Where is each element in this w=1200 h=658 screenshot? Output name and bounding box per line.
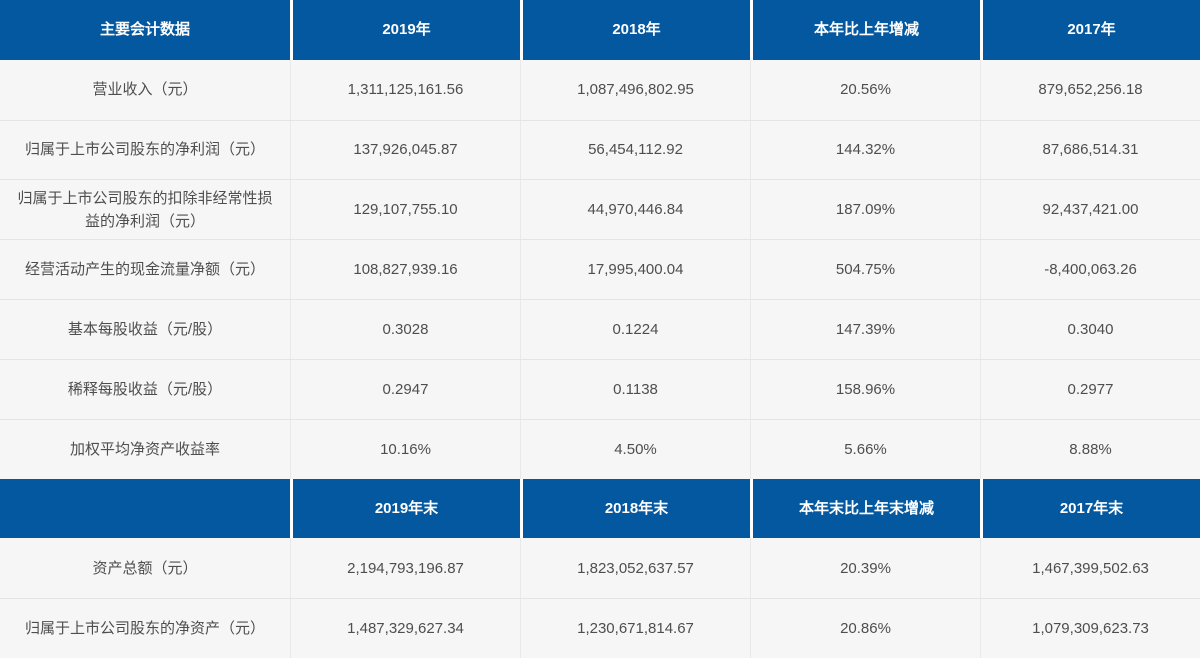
value-change: 187.09% bbox=[750, 180, 980, 240]
header-cell-2017: 2017年 bbox=[980, 0, 1200, 60]
value-2017: -8,400,063.26 bbox=[980, 240, 1200, 300]
value-2019: 10.16% bbox=[290, 419, 520, 479]
value-2017: 1,467,399,502.63 bbox=[980, 538, 1200, 599]
value-2017: 0.3040 bbox=[980, 300, 1200, 359]
value-2019: 1,487,329,627.34 bbox=[290, 599, 520, 658]
value-2018: 17,995,400.04 bbox=[520, 240, 750, 300]
value-2017: 8.88% bbox=[980, 419, 1200, 479]
value-2019: 108,827,939.16 bbox=[290, 240, 520, 300]
value-2017: 879,652,256.18 bbox=[980, 59, 1200, 120]
value-2019: 0.2947 bbox=[290, 359, 520, 419]
value-2018: 4.50% bbox=[520, 419, 750, 479]
value-2017: 0.2977 bbox=[980, 359, 1200, 419]
table-header-annual: 主要会计数据 2019年 2018年 本年比上年增减 2017年 bbox=[0, 0, 1200, 60]
value-2018: 56,454,112.92 bbox=[520, 120, 750, 180]
value-2017: 87,686,514.31 bbox=[980, 120, 1200, 180]
table-row-weighted-avg-roe: 加权平均净资产收益率 10.16% 4.50% 5.66% 8.88% bbox=[0, 418, 1200, 479]
header-cell-blank bbox=[0, 478, 290, 539]
value-change: 20.39% bbox=[750, 538, 980, 599]
row-label: 稀释每股收益（元/股） bbox=[67, 380, 223, 398]
table-row-total-assets: 资产总额（元） 2,194,793,196.87 1,823,052,637.5… bbox=[0, 538, 1200, 599]
value-change: 147.39% bbox=[750, 300, 980, 359]
value-change: 158.96% bbox=[750, 359, 980, 419]
row-label: 加权平均净资产收益率 bbox=[69, 440, 220, 458]
header-cell-2018-end: 2018年末 bbox=[520, 478, 750, 539]
value-2018: 1,087,496,802.95 bbox=[520, 59, 750, 120]
header-cell-2019-end: 2019年末 bbox=[290, 478, 520, 539]
row-label: 归属于上市公司股东的净利润（元） bbox=[24, 141, 265, 159]
table-row-diluted-eps: 稀释每股收益（元/股） 0.2947 0.1138 158.96% 0.2977 bbox=[0, 358, 1200, 419]
table-row-operating-cash-flow: 经营活动产生的现金流量净额（元） 108,827,939.16 17,995,4… bbox=[0, 239, 1200, 300]
header-cell-2019: 2019年 bbox=[290, 0, 520, 60]
value-change: 5.66% bbox=[750, 419, 980, 479]
row-label: 资产总额（元） bbox=[92, 559, 198, 577]
header-cell-2018: 2018年 bbox=[520, 0, 750, 60]
value-2019: 129,107,755.10 bbox=[290, 180, 520, 240]
table-row-net-assets: 归属于上市公司股东的净资产（元） 1,487,329,627.34 1,230,… bbox=[0, 598, 1200, 658]
table-row-basic-eps: 基本每股收益（元/股） 0.3028 0.1224 147.39% 0.3040 bbox=[0, 299, 1200, 359]
row-label: 基本每股收益（元/股） bbox=[67, 320, 223, 338]
value-2018: 1,230,671,814.67 bbox=[520, 599, 750, 658]
table-row-net-profit: 归属于上市公司股东的净利润（元） 137,926,045.87 56,454,1… bbox=[0, 119, 1200, 180]
value-2017: 92,437,421.00 bbox=[980, 180, 1200, 240]
value-change: 504.75% bbox=[750, 240, 980, 300]
header-cell-yoy-change: 本年比上年增减 bbox=[750, 0, 980, 60]
value-2018: 0.1224 bbox=[520, 300, 750, 359]
header-cell-2017-end: 2017年末 bbox=[980, 478, 1200, 539]
table-row-net-profit-excl-nonrecurring: 归属于上市公司股东的扣除非经常性损益的净利润（元） 129,107,755.10… bbox=[0, 179, 1200, 240]
row-label: 经营活动产生的现金流量净额（元） bbox=[24, 261, 265, 279]
header-cell-main-indicators: 主要会计数据 bbox=[0, 0, 290, 60]
value-2019: 0.3028 bbox=[290, 300, 520, 359]
value-2019: 1,311,125,161.56 bbox=[290, 59, 520, 120]
value-change: 20.86% bbox=[750, 599, 980, 658]
value-2018: 44,970,446.84 bbox=[520, 180, 750, 240]
value-2018: 1,823,052,637.57 bbox=[520, 538, 750, 599]
row-label: 营业收入（元） bbox=[92, 81, 198, 99]
value-change: 20.56% bbox=[750, 59, 980, 120]
value-2017: 1,079,309,623.73 bbox=[980, 599, 1200, 658]
value-change: 144.32% bbox=[750, 120, 980, 180]
table-row-operating-revenue: 营业收入（元） 1,311,125,161.56 1,087,496,802.9… bbox=[0, 59, 1200, 120]
row-label: 归属于上市公司股东的净资产（元） bbox=[24, 619, 265, 637]
value-2019: 2,194,793,196.87 bbox=[290, 538, 520, 599]
header-cell-eoy-change: 本年末比上年末增减 bbox=[750, 478, 980, 539]
value-2019: 137,926,045.87 bbox=[290, 120, 520, 180]
table-header-end-of-year: 2019年末 2018年末 本年末比上年末增减 2017年末 bbox=[0, 478, 1200, 539]
row-label: 归属于上市公司股东的扣除非经常性损益的净利润（元） bbox=[17, 189, 273, 230]
value-2018: 0.1138 bbox=[520, 359, 750, 419]
